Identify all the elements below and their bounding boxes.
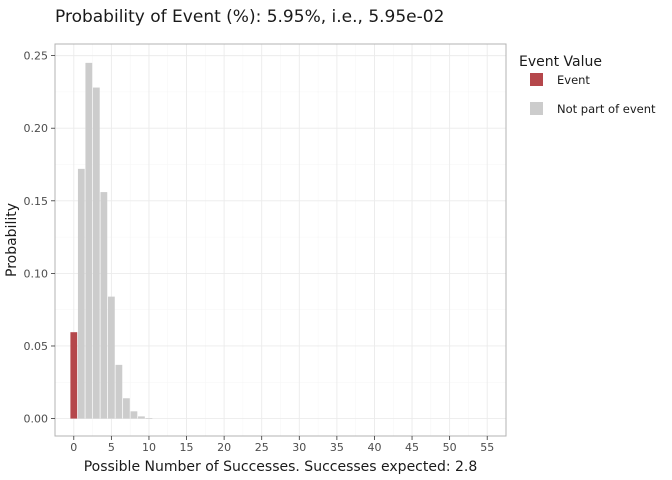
- y-tick-label: 0.00: [24, 413, 49, 426]
- x-tick-label: 55: [480, 441, 494, 454]
- bar: [85, 62, 93, 419]
- bar: [123, 398, 130, 419]
- y-axis-title: Probability: [4, 203, 20, 277]
- y-tick-label: 0.10: [24, 267, 49, 280]
- bar: [107, 296, 115, 419]
- bar: [100, 192, 108, 419]
- x-tick-label: 25: [255, 441, 269, 454]
- bar: [70, 332, 78, 419]
- plot-panel: 0 5 10 15 20 25 30 35 40 45 50 55 0.00 0.05 0.10 0.15 0.…: [24, 43, 507, 454]
- legend-key: [530, 73, 543, 86]
- legend: Event Value Event Not part of event: [519, 54, 656, 116]
- y-tick-label: 0.15: [24, 195, 49, 208]
- x-tick-label: 5: [108, 441, 115, 454]
- x-tick-label: 35: [330, 441, 344, 454]
- bar: [115, 364, 123, 419]
- x-tick-label: 15: [180, 441, 194, 454]
- x-tick-label: 45: [405, 441, 419, 454]
- x-tick-label: 40: [367, 441, 381, 454]
- x-tick-label: 0: [70, 441, 77, 454]
- legend-label: Not part of event: [557, 102, 656, 116]
- bar: [145, 417, 153, 419]
- legend-label: Event: [557, 73, 590, 87]
- panel-border: [54, 43, 507, 437]
- x-axis-title: Possible Number of Successes. Successes …: [84, 459, 478, 475]
- bar: [92, 87, 100, 419]
- legend-title: Event Value: [519, 54, 602, 70]
- x-tick-label: 50: [443, 441, 457, 454]
- y-tick-label: 0.05: [24, 340, 49, 353]
- bar: [138, 416, 145, 419]
- bar: [130, 411, 138, 419]
- legend-key: [530, 102, 543, 115]
- x-tick-label: 10: [142, 441, 156, 454]
- x-tick-label: 30: [292, 441, 306, 454]
- x-tick-label: 20: [217, 441, 231, 454]
- chart-title: Probability of Event (%): 5.95%, i.e., 5…: [55, 7, 444, 27]
- y-tick-label: 0.20: [24, 122, 49, 135]
- y-tick-label: 0.25: [24, 50, 49, 63]
- bar: [77, 168, 85, 419]
